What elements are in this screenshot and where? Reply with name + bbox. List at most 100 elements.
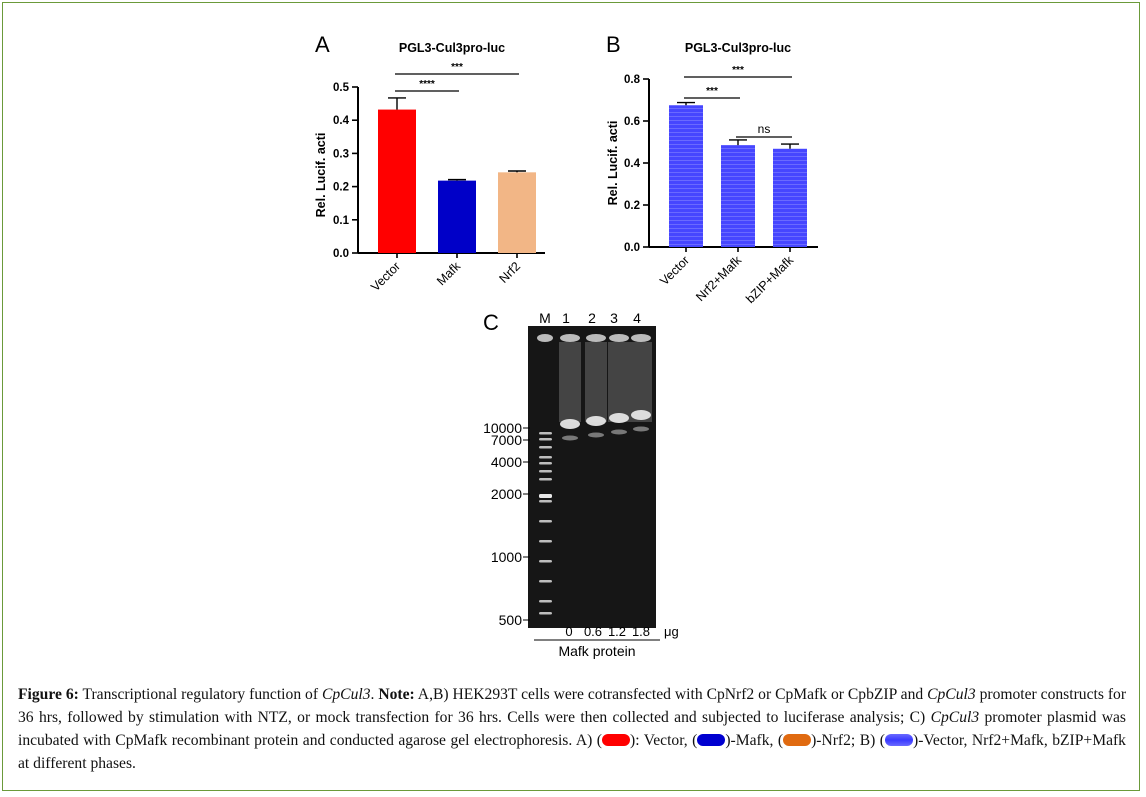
gel-ladder-band [539, 494, 552, 498]
panel-b-y-tick-label: 0.4 [624, 158, 641, 170]
panel-b-bar-3 [773, 148, 807, 247]
figure-caption: Figure 6: Transcriptional regulatory fun… [18, 683, 1126, 775]
panel-a-y-tick-label: 0.5 [333, 82, 350, 94]
gel-smear [559, 342, 581, 422]
gel-well [609, 334, 629, 342]
panel-b-x-tick-label: Nrf2+Mafk [693, 253, 744, 304]
panel-a-bar-1 [378, 109, 416, 254]
panel-b-y-tick-label: 0.0 [624, 242, 640, 254]
figure-canvas: A PGL3-Cul3pro-luc Rel. Lucif. acti 0.00… [314, 32, 818, 659]
gel-well [586, 334, 606, 342]
caption-text-9: )-Vector, Nrf2+Mafk, bZIP+Mafk at differ… [18, 732, 1126, 772]
gel-x-label: Mafk protein [558, 643, 635, 659]
panel-b-ylabel: Rel. Lucif. acti [606, 121, 620, 206]
panel-b-bar-2 [721, 145, 755, 247]
gel-ladder-band [539, 580, 552, 583]
gel-dose-label: 1.2 [608, 624, 626, 639]
gel-marker-label-7000: 7000 [491, 432, 522, 448]
gel-ladder-band [539, 500, 552, 503]
panel-b-sig-label: ns [758, 122, 771, 136]
caption-text-2: . [370, 686, 379, 703]
caption-gene-3: CpCul3 [930, 709, 980, 726]
caption-text-1: Transcriptional regulatory function of [78, 686, 322, 703]
caption-text-5: promoter plasmid was incubated with CpMa… [18, 709, 1126, 749]
gel-marker-label-2000: 2000 [491, 486, 522, 502]
gel-ladder-band [539, 470, 552, 473]
panel-a-bar-3 [498, 172, 536, 253]
gel-main-band [609, 413, 629, 423]
caption-text-4: promoter constructs for 36 hrs, followed… [18, 686, 1127, 726]
gel-ladder-band [539, 432, 552, 435]
caption-text-6: ): Vector, ( [630, 732, 698, 749]
panel-a-bar-2 [438, 180, 476, 253]
panel-b-y-tick-label: 0.8 [624, 74, 641, 86]
gel-ladder-band [539, 438, 552, 441]
legend-swatch-striped-blue [885, 734, 913, 746]
gel-secondary-band [588, 432, 604, 438]
gel-marker-label-10000: 10000 [483, 420, 522, 436]
gel-lane-label-2: 2 [588, 310, 596, 326]
gel-dose-unit: μg [664, 624, 679, 639]
gel-lane-label-1: 1 [562, 310, 570, 326]
legend-swatch-orange [783, 734, 812, 746]
panel-a-y-tick-label: 0.2 [333, 182, 349, 194]
panel-b-sig-label: *** [706, 86, 718, 97]
gel-dose-label: 0 [565, 624, 572, 639]
gel-well [631, 334, 651, 342]
gel-ladder-band [539, 540, 552, 543]
panel-a-sig-label: *** [451, 62, 463, 73]
panel-a-x-tick-label: Mafk [434, 259, 464, 289]
gel-bands [537, 334, 652, 615]
legend-swatch-red [602, 734, 630, 746]
gel-secondary-band [633, 426, 649, 432]
panel-a-y-tick-label: 0.4 [333, 115, 350, 127]
gel-dose-label: 1.8 [632, 624, 650, 639]
panel-b-title: PGL3-Cul3pro-luc [685, 41, 791, 55]
legend-swatch-blue [697, 734, 726, 746]
panel-b-x-tick-label: Vector [657, 253, 692, 288]
panel-a-sig-label: **** [419, 79, 435, 90]
panel-a-ylabel: Rel. Lucif. acti [314, 133, 328, 218]
panel-a-x-tick-label: Nrf2 [497, 259, 524, 286]
gel-ladder-band [539, 456, 552, 459]
gel-ladder-band [539, 446, 552, 449]
panel-b-letter: B [606, 32, 621, 57]
gel-ladder-band [539, 520, 552, 523]
panel-b-x-tick-label: bZIP+Mafk [743, 253, 796, 306]
gel-ladder-band [539, 560, 552, 563]
gel-ladder-band [539, 612, 552, 615]
panel-b-y-tick-label: 0.2 [624, 200, 640, 212]
caption-text-3: A,B) HEK293T cells were cotransfected wi… [414, 686, 928, 703]
panel-a-x-tick-label: Vector [368, 259, 403, 294]
caption-figure-label: Figure 6: [18, 686, 79, 703]
panel-a-y-tick-label: 0.3 [333, 148, 349, 160]
panel-b-y-tick-label: 0.6 [624, 116, 640, 128]
caption-gene-2: CpCul3 [927, 686, 976, 703]
panel-a-title: PGL3-Cul3pro-luc [399, 41, 505, 55]
panel-c-letter: C [483, 310, 499, 335]
gel-well [560, 334, 580, 342]
caption-text-7: )-Mafk, ( [725, 732, 784, 749]
gel-marker-label-500: 500 [499, 612, 523, 628]
gel-ladder-band [539, 462, 552, 465]
gel-main-band [631, 410, 651, 420]
panel-a-y-tick-label: 0.1 [333, 215, 350, 227]
gel-main-band [560, 419, 580, 429]
gel-dose-label: 0.6 [584, 624, 602, 639]
panel-a-letter: A [315, 32, 330, 57]
gel-smear [608, 342, 630, 422]
gel-lane-label-3: 3 [610, 310, 618, 326]
panel-b-sig-label: *** [732, 65, 744, 76]
gel-smear [630, 342, 652, 422]
gel-lane-label-4: 4 [633, 310, 641, 326]
gel-smear [585, 342, 607, 422]
gel-ladder-band [539, 600, 552, 603]
gel-lane-label-M: M [539, 310, 551, 326]
panel-b-plot: 0.0 0.2 0.4 0.6 0.8 Vector Nrf2+Mafk bZIP+Mafk *… [624, 65, 818, 306]
gel-marker-label-4000: 4000 [491, 454, 522, 470]
caption-note-label: Note: [378, 686, 415, 703]
gel-ladder-band [539, 478, 552, 481]
